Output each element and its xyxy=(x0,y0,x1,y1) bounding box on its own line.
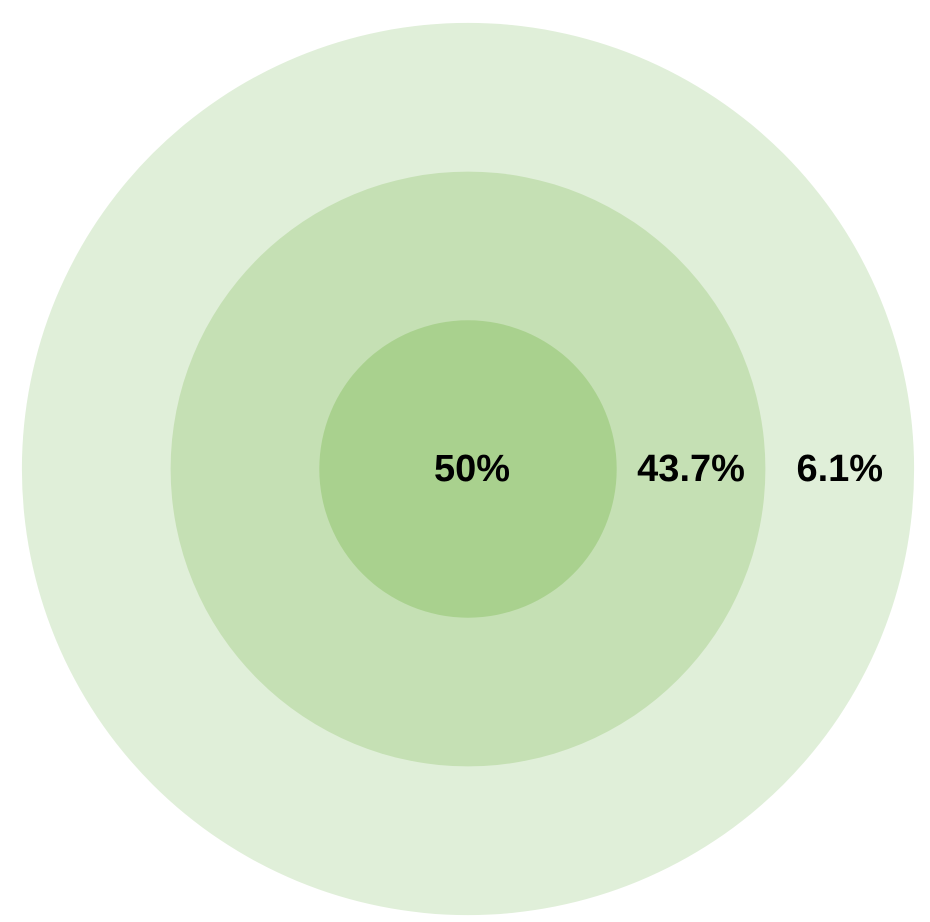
data-label: 43.7% xyxy=(637,448,745,490)
data-label: 6.1% xyxy=(796,448,883,490)
data-label: 50% xyxy=(434,448,510,490)
ring xyxy=(319,320,617,618)
